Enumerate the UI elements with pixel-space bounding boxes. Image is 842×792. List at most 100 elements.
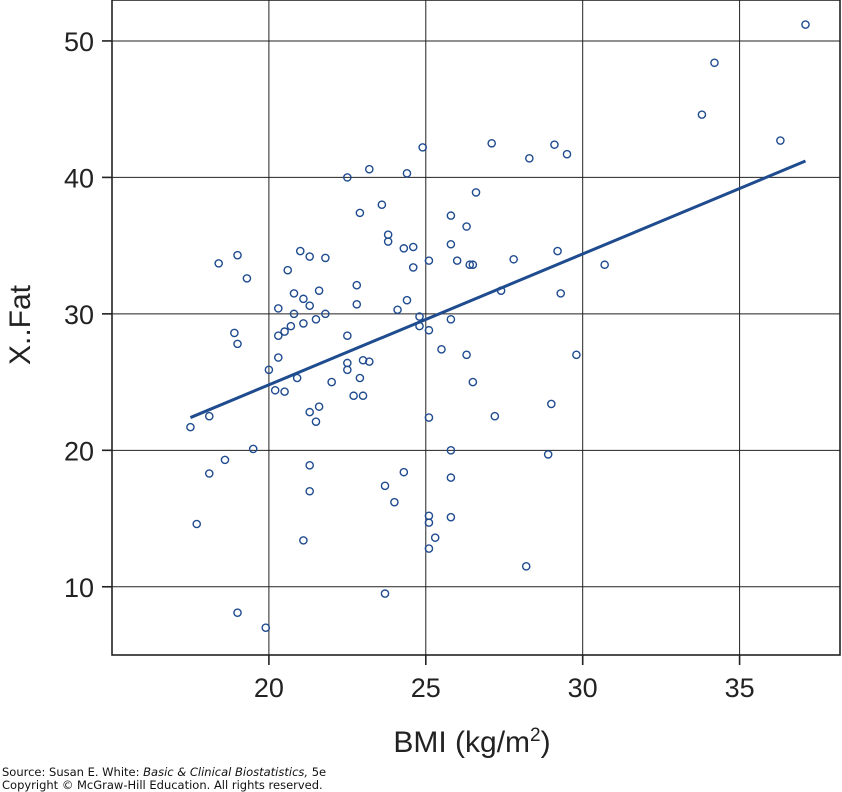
regression-line bbox=[189, 159, 807, 419]
data-point bbox=[311, 315, 321, 324]
data-point bbox=[305, 461, 314, 470]
data-point bbox=[424, 256, 434, 265]
y-axis-title: X..Fat bbox=[4, 284, 37, 365]
data-point bbox=[468, 377, 478, 387]
data-point bbox=[424, 518, 434, 527]
x-tick-label: 30 bbox=[568, 673, 598, 703]
data-point bbox=[415, 312, 424, 321]
data-point bbox=[553, 246, 562, 256]
data-point bbox=[776, 136, 785, 145]
data-point bbox=[562, 149, 572, 159]
data-point bbox=[343, 331, 352, 340]
data-point bbox=[299, 294, 308, 304]
data-point bbox=[321, 253, 330, 263]
y-tick-label: 30 bbox=[64, 300, 94, 330]
data-point bbox=[490, 411, 500, 421]
data-point bbox=[525, 153, 534, 163]
data-point bbox=[462, 350, 471, 360]
x-tick-label: 20 bbox=[254, 673, 284, 703]
x-axis-title-close: ) bbox=[541, 726, 551, 759]
data-point bbox=[355, 373, 365, 383]
data-point bbox=[230, 328, 239, 338]
data-point bbox=[468, 260, 478, 270]
data-point bbox=[710, 58, 719, 68]
data-point bbox=[343, 358, 352, 368]
data-point bbox=[311, 417, 321, 426]
data-point bbox=[289, 289, 299, 298]
data-point bbox=[286, 321, 296, 331]
data-point bbox=[261, 623, 271, 633]
data-point bbox=[343, 365, 352, 375]
data-point bbox=[424, 325, 434, 335]
data-point bbox=[399, 467, 409, 477]
data-point bbox=[452, 256, 462, 265]
data-point bbox=[446, 239, 456, 249]
data-point bbox=[801, 20, 810, 29]
data-point bbox=[408, 242, 418, 252]
data-point bbox=[377, 200, 387, 209]
data-point bbox=[383, 237, 393, 246]
data-point bbox=[305, 301, 314, 310]
data-point bbox=[521, 562, 531, 571]
data-point bbox=[572, 350, 581, 360]
data-point bbox=[289, 309, 299, 319]
data-point bbox=[697, 110, 707, 119]
data-point bbox=[509, 254, 518, 264]
data-point bbox=[204, 411, 214, 421]
data-point bbox=[365, 164, 374, 174]
data-point bbox=[446, 512, 456, 522]
data-point bbox=[487, 138, 496, 148]
y-tick-label: 20 bbox=[64, 436, 94, 466]
y-tick-label: 40 bbox=[64, 163, 94, 193]
data-point bbox=[349, 391, 358, 401]
data-point bbox=[280, 387, 289, 396]
data-point bbox=[352, 300, 362, 309]
data-point bbox=[393, 305, 402, 315]
data-point bbox=[390, 497, 399, 507]
x-axis-title: BMI (kg/m2) bbox=[393, 725, 550, 759]
data-point bbox=[446, 473, 456, 482]
y-tick-label: 10 bbox=[64, 573, 94, 603]
data-point bbox=[418, 143, 427, 152]
data-points bbox=[186, 20, 810, 633]
data-point bbox=[424, 511, 434, 521]
data-point bbox=[274, 353, 283, 362]
data-point bbox=[550, 140, 559, 149]
y-tick-label: 50 bbox=[64, 27, 94, 57]
data-point bbox=[295, 246, 305, 256]
data-point bbox=[283, 265, 293, 275]
data-point bbox=[408, 263, 418, 272]
data-point bbox=[556, 289, 566, 298]
data-point bbox=[446, 211, 456, 220]
data-point bbox=[437, 345, 446, 354]
data-point bbox=[402, 295, 412, 305]
data-point bbox=[424, 544, 434, 553]
data-point bbox=[305, 252, 314, 261]
x-axis-title-text: BMI (kg/m bbox=[393, 726, 530, 759]
data-point bbox=[358, 391, 368, 401]
source-book-title: Basic & Clinical Biostatistics, bbox=[143, 765, 309, 779]
data-point bbox=[547, 399, 556, 409]
data-point bbox=[233, 339, 242, 349]
source-prefix: Source: Susan E. White: bbox=[2, 765, 144, 779]
data-point bbox=[600, 260, 609, 270]
data-point bbox=[327, 377, 336, 387]
data-point bbox=[343, 173, 352, 182]
source-edition: 5e bbox=[308, 765, 327, 779]
data-point bbox=[299, 536, 308, 545]
data-point bbox=[233, 608, 242, 617]
data-point bbox=[280, 327, 289, 336]
source-citation: Source: Susan E. White: Basic & Clinical… bbox=[2, 766, 326, 779]
data-point bbox=[248, 444, 258, 454]
data-point bbox=[220, 455, 230, 465]
scatter-chart: 20 25 30 35 10 20 30 40 50 BMI (kg/m2) X..Fat bbox=[4, 0, 841, 759]
data-point bbox=[355, 208, 365, 218]
data-point bbox=[446, 315, 456, 324]
data-point bbox=[192, 519, 202, 529]
grid-lines bbox=[112, 0, 840, 655]
data-point bbox=[270, 385, 280, 395]
data-point bbox=[446, 446, 456, 455]
data-point bbox=[242, 274, 252, 283]
data-point bbox=[424, 413, 434, 422]
data-point bbox=[274, 331, 283, 340]
